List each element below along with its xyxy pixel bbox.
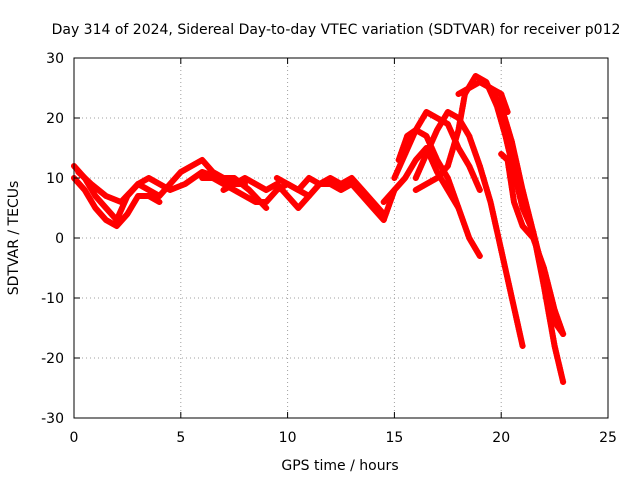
x-tick-label: 25	[599, 430, 617, 446]
data-point	[476, 253, 483, 259]
ticks: 0 5 10 15 20 25 -30 -20 -10 0 10 20 30	[41, 51, 617, 446]
y-tick-label: 0	[55, 231, 64, 247]
series-layer	[71, 73, 567, 385]
y-tick-label: 10	[46, 171, 64, 187]
series-arc-3	[75, 169, 270, 211]
y-tick-label: -10	[41, 291, 64, 307]
series-arc-9	[395, 109, 483, 193]
x-tick-label: 10	[279, 430, 297, 446]
x-tick-label: 5	[176, 430, 185, 446]
series-arc-15	[498, 151, 567, 337]
x-tick-label: 20	[492, 430, 510, 446]
y-tick-label: -30	[41, 411, 64, 427]
x-tick-label: 15	[385, 430, 403, 446]
data-point	[560, 379, 567, 385]
data-point	[519, 343, 526, 349]
data-point	[560, 331, 567, 337]
series-arc-2	[71, 175, 163, 229]
y-tick-label: 30	[46, 51, 64, 67]
y-axis-label: SDTVAR / TECUs	[6, 181, 22, 296]
chart-title: Day 314 of 2024, Sidereal Day-to-day VTE…	[52, 22, 621, 38]
grid	[74, 58, 608, 418]
y-tick-label: 20	[46, 111, 64, 127]
series-arc-5	[220, 175, 387, 217]
series-arc-10	[412, 109, 526, 349]
data-point	[476, 187, 483, 193]
data-point	[156, 199, 163, 205]
series-arc-11	[412, 91, 468, 193]
y-tick-label: -20	[41, 351, 64, 367]
x-axis-label: GPS time / hours	[281, 458, 398, 474]
x-tick-label: 0	[70, 430, 79, 446]
data-point	[263, 205, 270, 211]
